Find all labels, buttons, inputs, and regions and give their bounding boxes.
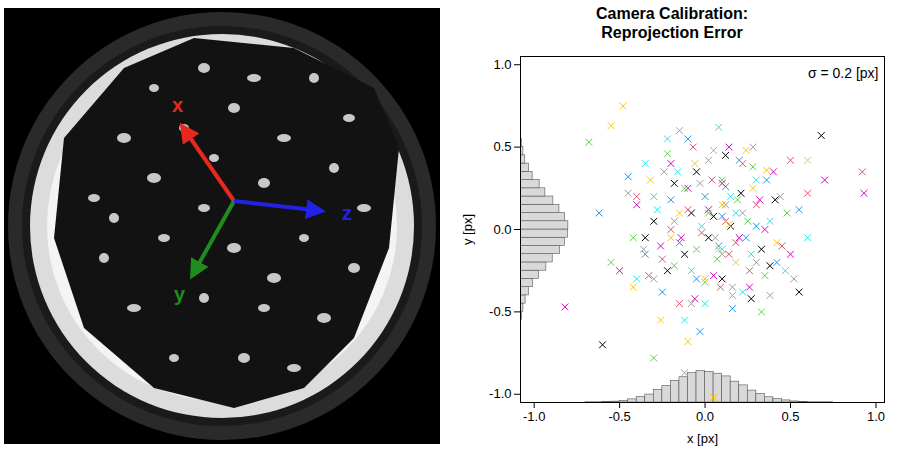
svg-text:1.0: 1.0 xyxy=(493,57,511,72)
svg-text:σ = 0.2 [px]: σ = 0.2 [px] xyxy=(808,65,879,81)
svg-text:-0.5: -0.5 xyxy=(489,304,511,319)
svg-text:-1.0: -1.0 xyxy=(523,409,545,424)
svg-text:0.0: 0.0 xyxy=(696,409,714,424)
svg-text:-0.5: -0.5 xyxy=(608,409,630,424)
svg-text:0.0: 0.0 xyxy=(493,222,511,237)
svg-text:x: x xyxy=(172,94,183,116)
svg-text:x [px]: x [px] xyxy=(687,431,718,446)
svg-text:-1.0: -1.0 xyxy=(489,386,511,401)
svg-text:0.5: 0.5 xyxy=(781,409,799,424)
svg-text:y: y xyxy=(174,283,186,305)
svg-text:z: z xyxy=(342,202,352,224)
svg-text:0.5: 0.5 xyxy=(493,139,511,154)
html-text:Camera Calibration: Reprojecti: Camera Calibration: Reprojection Error xyxy=(596,5,748,41)
svg-text:y [px]: y [px] xyxy=(460,214,475,245)
svg-text:1.0: 1.0 xyxy=(867,409,885,424)
